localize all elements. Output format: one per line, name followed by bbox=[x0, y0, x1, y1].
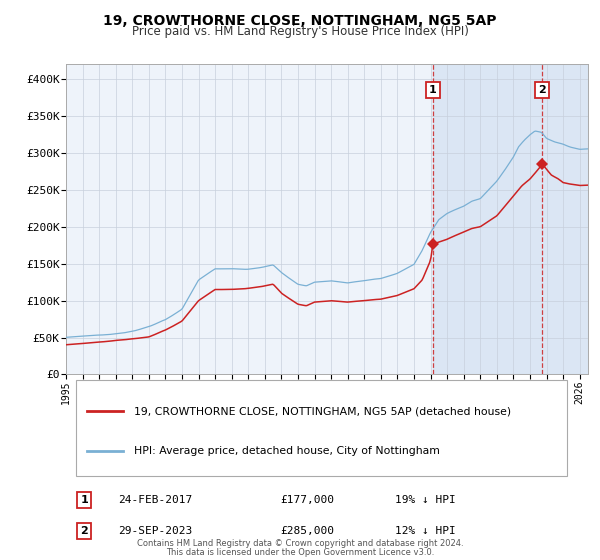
Text: 2: 2 bbox=[80, 526, 88, 536]
Bar bbox=[433, 64, 588, 375]
Text: 1: 1 bbox=[80, 495, 88, 505]
Text: Price paid vs. HM Land Registry's House Price Index (HPI): Price paid vs. HM Land Registry's House … bbox=[131, 25, 469, 38]
Text: 1: 1 bbox=[429, 85, 437, 95]
Text: 19% ↓ HPI: 19% ↓ HPI bbox=[395, 495, 455, 505]
Text: This data is licensed under the Open Government Licence v3.0.: This data is licensed under the Open Gov… bbox=[166, 548, 434, 557]
Text: Contains HM Land Registry data © Crown copyright and database right 2024.: Contains HM Land Registry data © Crown c… bbox=[137, 539, 463, 548]
Text: 19, CROWTHORNE CLOSE, NOTTINGHAM, NG5 5AP: 19, CROWTHORNE CLOSE, NOTTINGHAM, NG5 5A… bbox=[103, 14, 497, 28]
Text: 29-SEP-2023: 29-SEP-2023 bbox=[118, 526, 193, 536]
Text: HPI: Average price, detached house, City of Nottingham: HPI: Average price, detached house, City… bbox=[134, 446, 440, 456]
Text: 24-FEB-2017: 24-FEB-2017 bbox=[118, 495, 193, 505]
Text: 12% ↓ HPI: 12% ↓ HPI bbox=[395, 526, 455, 536]
Text: £177,000: £177,000 bbox=[280, 495, 334, 505]
Text: 2: 2 bbox=[539, 85, 547, 95]
FancyBboxPatch shape bbox=[76, 380, 567, 475]
Text: £285,000: £285,000 bbox=[280, 526, 334, 536]
Text: 19, CROWTHORNE CLOSE, NOTTINGHAM, NG5 5AP (detached house): 19, CROWTHORNE CLOSE, NOTTINGHAM, NG5 5A… bbox=[134, 406, 511, 416]
